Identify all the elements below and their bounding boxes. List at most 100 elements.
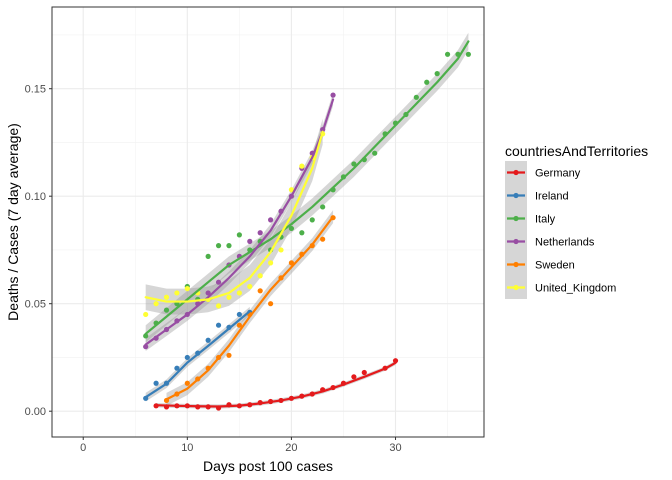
united-kingdom-fit-line bbox=[144, 130, 324, 303]
italy-point bbox=[465, 51, 471, 57]
legend-item-united-kingdom: United_Kingdom bbox=[505, 276, 616, 299]
ireland-point bbox=[205, 337, 211, 343]
legend-item-sweden: Sweden bbox=[505, 253, 575, 276]
legend-label: United_Kingdom bbox=[535, 283, 616, 295]
italy-point bbox=[320, 204, 326, 210]
legend: countriesAndTerritories Germany Ireland It… bbox=[505, 143, 648, 299]
united-kingdom-point bbox=[257, 273, 263, 279]
united-kingdom-confidence-band bbox=[145, 118, 323, 315]
united-kingdom-point bbox=[153, 301, 159, 307]
netherlands-point bbox=[268, 217, 274, 223]
italy-point bbox=[372, 150, 378, 156]
y-tick-label: 0.05 bbox=[25, 299, 46, 311]
x-axis-title: Days post 100 cases bbox=[203, 458, 333, 474]
sweden-point bbox=[257, 288, 263, 294]
legend-key-point bbox=[513, 192, 519, 199]
sweden-point bbox=[268, 301, 274, 307]
italy-point bbox=[205, 253, 211, 259]
united-kingdom-point bbox=[278, 247, 284, 253]
x-tick-label: 20 bbox=[285, 442, 297, 454]
italy-point bbox=[215, 243, 222, 249]
italy-point bbox=[434, 71, 440, 77]
legend-item-netherlands: Netherlands bbox=[505, 230, 595, 253]
legend-key-point bbox=[513, 284, 519, 291]
legend-label: Italy bbox=[535, 214, 556, 226]
legend-item-germany: Germany bbox=[505, 161, 581, 184]
legend-label: Germany bbox=[535, 168, 581, 180]
legend-title: countriesAndTerritories bbox=[505, 143, 648, 159]
united-kingdom-point bbox=[163, 294, 170, 300]
ireland-fit-line bbox=[144, 310, 251, 399]
united-kingdom-point bbox=[174, 290, 180, 296]
united-kingdom-point bbox=[215, 303, 222, 309]
plot-panel-border bbox=[51, 6, 485, 438]
sweden-point bbox=[236, 322, 242, 328]
netherlands-point bbox=[257, 230, 263, 236]
legend-item-italy: Italy bbox=[505, 207, 556, 230]
sweden-confidence-band bbox=[166, 210, 334, 406]
legend-label: Sweden bbox=[535, 260, 575, 272]
united-kingdom-point bbox=[268, 260, 274, 266]
germany-point bbox=[351, 374, 357, 380]
x-tick-label: 0 bbox=[80, 442, 86, 454]
italy-confidence-band bbox=[145, 32, 469, 343]
germany-confidence-band bbox=[156, 360, 396, 409]
ireland-point bbox=[236, 311, 242, 318]
italy-point bbox=[444, 51, 451, 57]
legend-label: Netherlands bbox=[535, 237, 595, 249]
italy-point bbox=[424, 79, 430, 85]
ireland-point bbox=[215, 322, 222, 328]
united-kingdom-point bbox=[247, 283, 253, 290]
united-kingdom-point bbox=[226, 294, 232, 300]
germany-fit-line bbox=[154, 361, 397, 408]
netherlands-point bbox=[215, 279, 222, 285]
italy-point bbox=[413, 94, 419, 100]
ireland-point bbox=[174, 365, 180, 371]
x-tick-label: 10 bbox=[181, 442, 193, 454]
italy-fit-line bbox=[144, 40, 470, 335]
y-tick-label: 0.00 bbox=[25, 406, 46, 418]
x-axis: 0 10 20 30 bbox=[80, 437, 402, 454]
italy-point bbox=[163, 307, 170, 313]
ireland-point bbox=[184, 354, 190, 361]
x-tick-label: 30 bbox=[389, 442, 401, 454]
y-tick-label: 0.10 bbox=[25, 191, 46, 203]
plot-panel-background bbox=[52, 7, 484, 437]
italy-point bbox=[299, 230, 305, 236]
netherlands-point bbox=[247, 238, 253, 244]
germany-point bbox=[392, 358, 399, 364]
netherlands-point bbox=[205, 290, 211, 296]
united-kingdom-point bbox=[236, 290, 242, 296]
y-axis-title: Deaths / Cases (7 day average) bbox=[5, 123, 21, 321]
legend-label: Ireland bbox=[535, 191, 569, 203]
legend-key-point bbox=[513, 238, 519, 245]
ireland-point bbox=[153, 380, 159, 386]
sweden-fit-line bbox=[165, 215, 335, 401]
legend-key-point bbox=[513, 215, 519, 222]
fit-lines bbox=[144, 40, 470, 408]
sweden-point bbox=[320, 236, 326, 242]
legend-key-point bbox=[513, 169, 519, 176]
italy-point bbox=[143, 333, 149, 339]
y-tick-label: 0.15 bbox=[25, 84, 46, 96]
netherlands-confidence-band bbox=[145, 93, 334, 351]
italy-point bbox=[351, 161, 357, 167]
netherlands-point bbox=[143, 344, 149, 350]
italy-point bbox=[226, 243, 232, 249]
legend-item-ireland: Ireland bbox=[505, 184, 569, 207]
italy-point bbox=[236, 232, 242, 238]
united-kingdom-point bbox=[143, 311, 149, 318]
italy-point bbox=[309, 217, 315, 223]
y-axis: 0.00 0.05 0.10 0.15 bbox=[25, 84, 52, 418]
united-kingdom-point bbox=[288, 187, 295, 193]
sweden-point bbox=[184, 380, 190, 386]
grid-lines bbox=[52, 7, 484, 437]
legend-key-point bbox=[513, 261, 519, 268]
italy-point bbox=[288, 225, 295, 232]
sweden-point bbox=[226, 352, 232, 358]
united-kingdom-point bbox=[184, 286, 190, 292]
netherlands-point bbox=[330, 92, 336, 98]
united-kingdom-point bbox=[299, 163, 305, 169]
plot-panel bbox=[51, 6, 485, 438]
